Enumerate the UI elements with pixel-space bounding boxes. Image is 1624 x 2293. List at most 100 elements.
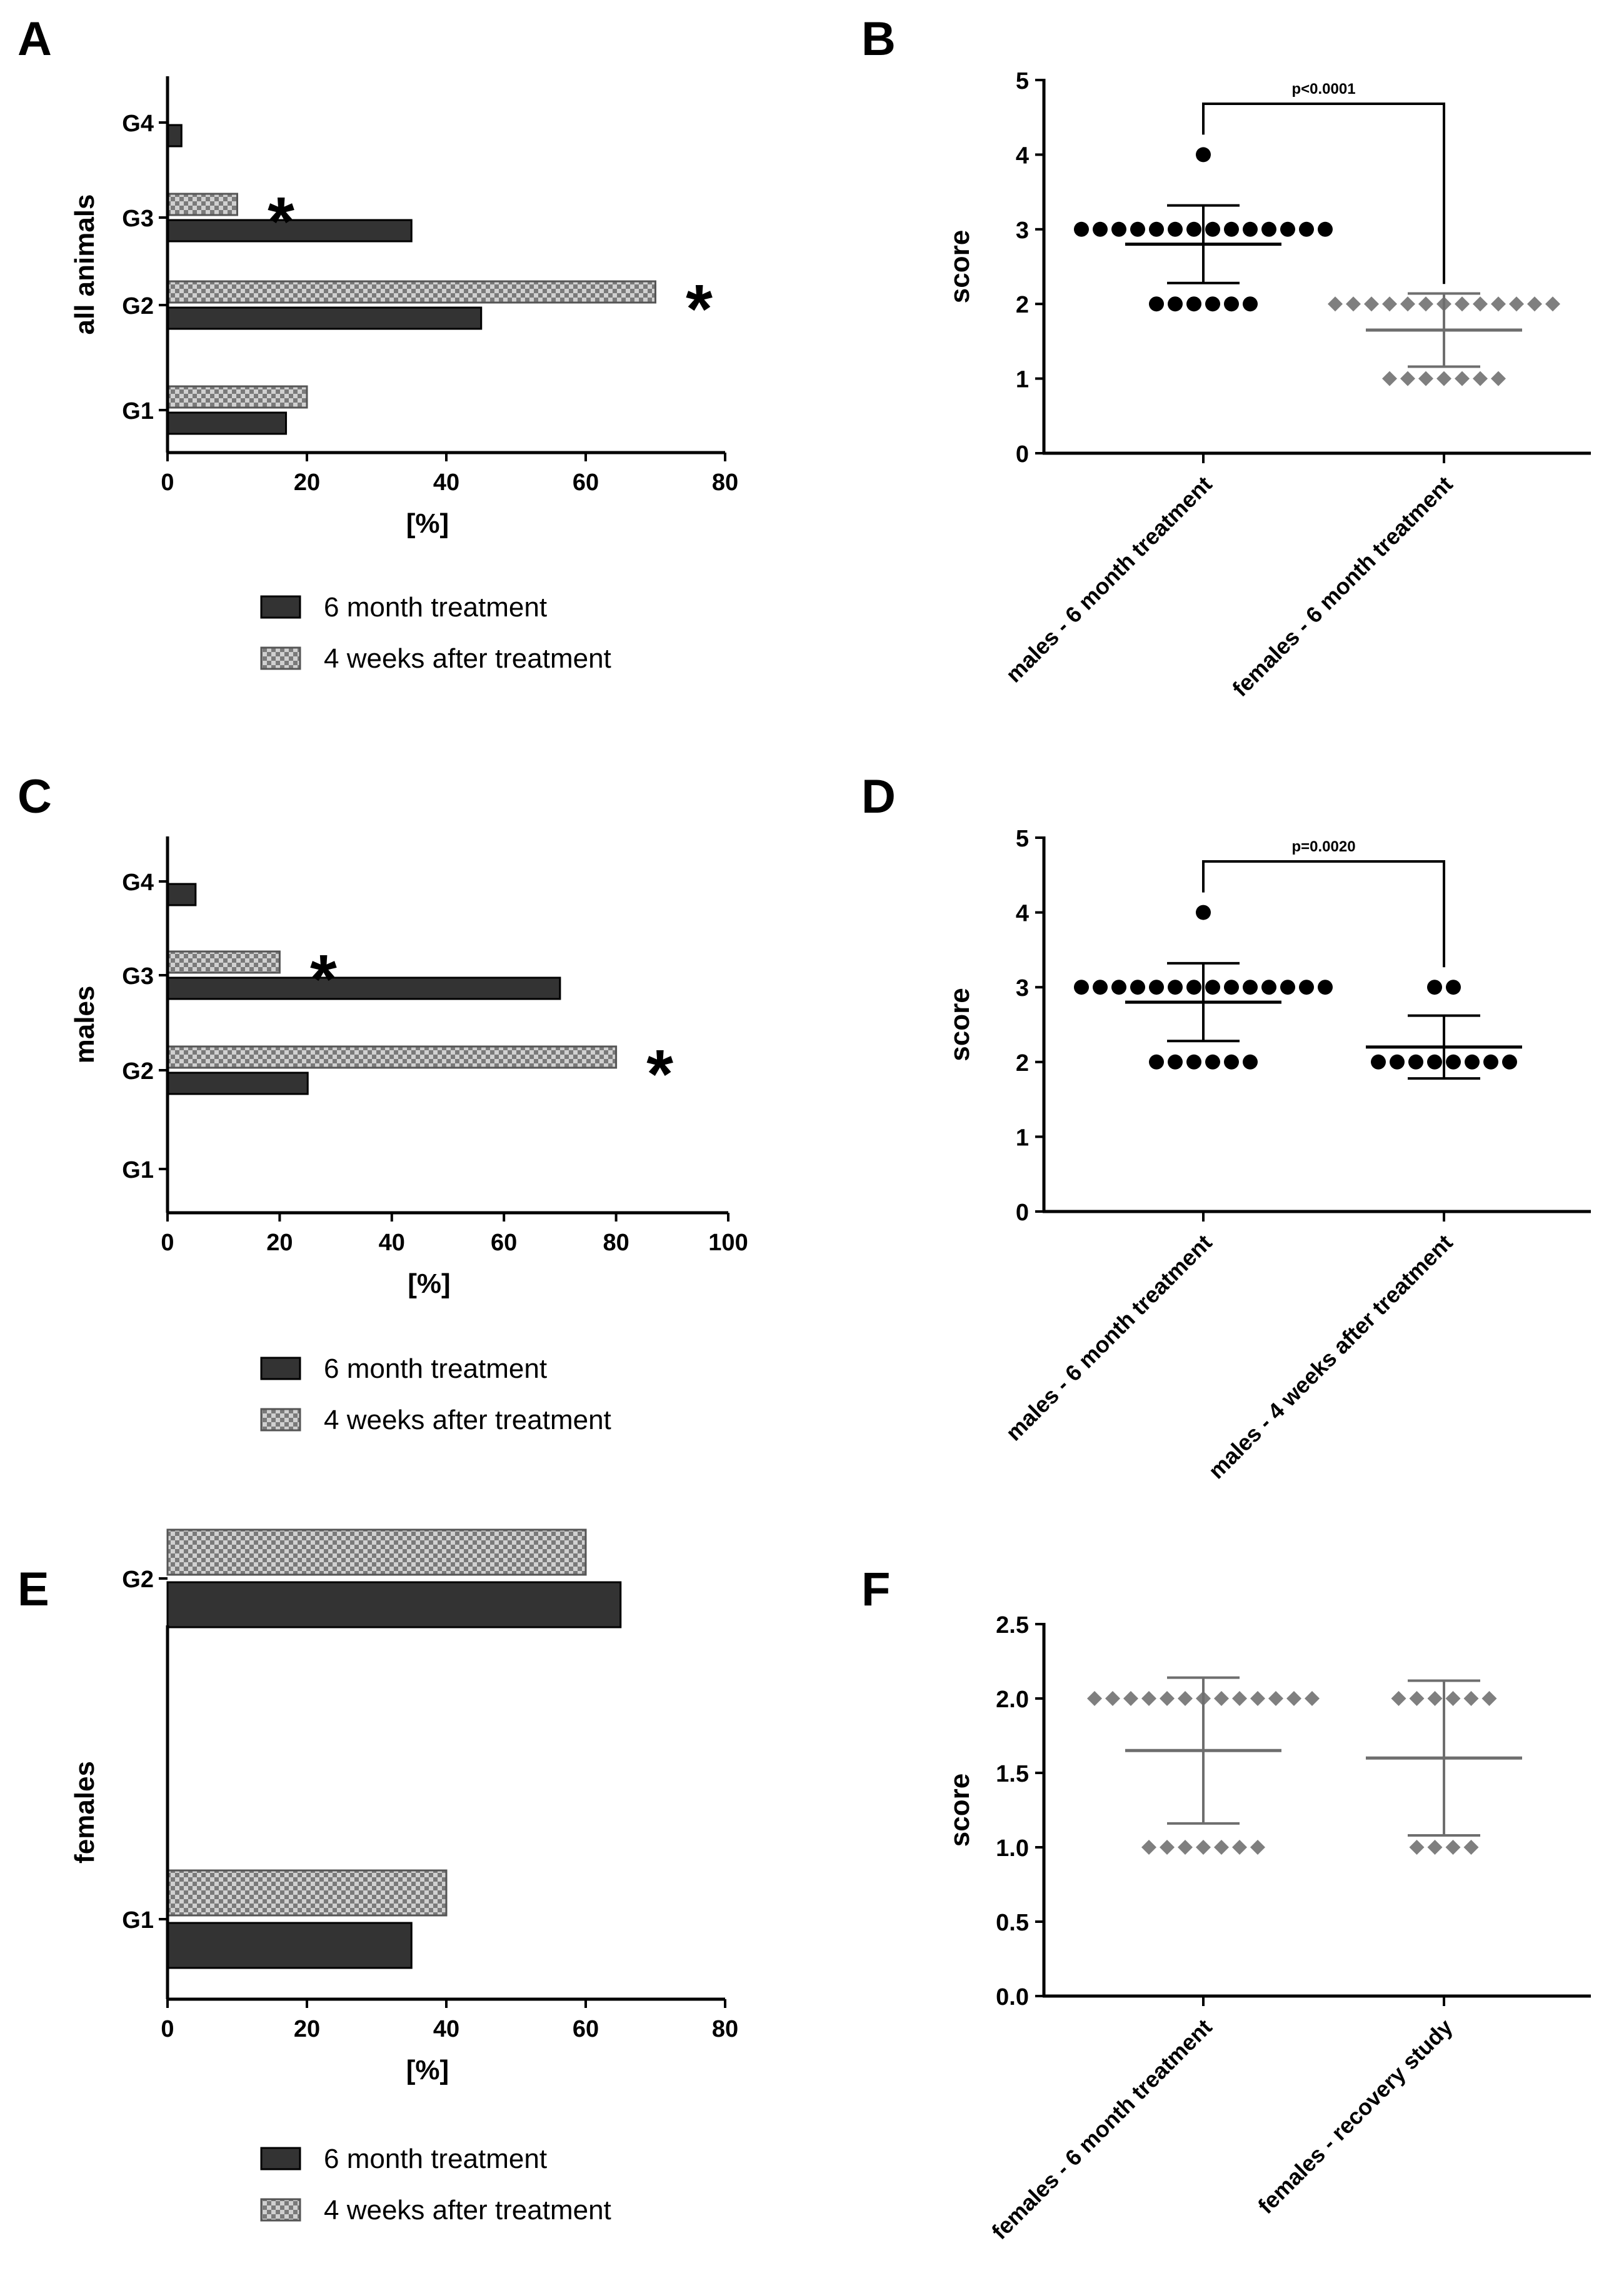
category-label: males - 6 month treatment <box>1001 1230 1217 1446</box>
data-point <box>1178 1691 1193 1706</box>
data-point <box>1491 296 1506 312</box>
x-tick-label: 0 <box>161 469 174 496</box>
data-point <box>1409 1840 1425 1855</box>
y-tick-label: 0 <box>1016 1200 1029 1226</box>
data-point <box>1427 1054 1442 1070</box>
y-axis-title: score <box>945 230 975 303</box>
bar-g1-after-treatment <box>166 1869 448 1917</box>
data-point <box>1123 1691 1138 1706</box>
data-point <box>1196 147 1211 163</box>
significance-bracket <box>1202 103 1445 284</box>
y-tick-label: 0.5 <box>996 1910 1029 1936</box>
panel-c: C G1 G2 G3 G4 * * 0 20 40 60 80 100 [%] males 6 month t… <box>18 770 748 1435</box>
data-point <box>1328 296 1343 312</box>
x-tick-label: 60 <box>573 2016 599 2042</box>
y-axis-title: females <box>69 1761 100 1864</box>
data-point <box>1268 1691 1283 1706</box>
data-point <box>1196 1840 1211 1855</box>
x-tick-label: 80 <box>603 1230 629 1256</box>
panel-b: B 0 1 2 3 4 5 score males - 6 month treatment fem… <box>861 13 1591 701</box>
bar-g3-after-treatment <box>166 950 281 974</box>
x-axis-title: [%] <box>406 2055 449 2085</box>
significance-asterisk: * <box>646 1036 673 1113</box>
data-point <box>1299 980 1314 995</box>
data-point <box>1280 980 1295 995</box>
bar-g2-treatment <box>166 306 483 330</box>
data-point <box>1224 296 1239 312</box>
data-point <box>1250 1840 1265 1855</box>
data-point <box>1214 1840 1229 1855</box>
category-label: G4 <box>122 870 154 896</box>
legend-swatch <box>260 595 301 619</box>
data-point <box>1250 1691 1265 1706</box>
data-point <box>1243 221 1258 237</box>
data-point <box>1149 296 1164 312</box>
significance-asterisk: * <box>686 271 713 348</box>
bar-g2-after-treatment <box>166 1045 618 1069</box>
category-label: males - 4 weeks after treatment <box>1203 1230 1458 1484</box>
panel-d: D 0 1 2 3 4 5 score males - 6 month treatmentmal… <box>861 770 1591 1483</box>
data-point <box>1186 221 1201 237</box>
panel-letter: F <box>861 1563 890 1616</box>
data-point <box>1418 371 1433 386</box>
x-axis-title: [%] <box>406 508 449 539</box>
x-tick-label: 20 <box>294 2016 320 2042</box>
data-point <box>1409 1691 1425 1706</box>
x-tick-label: 40 <box>379 1230 405 1256</box>
category-label: G2 <box>122 293 154 319</box>
data-point <box>1491 371 1506 386</box>
panel-letter: C <box>18 770 52 823</box>
data-point <box>1232 1691 1247 1706</box>
panel-letter: A <box>18 13 52 66</box>
data-point <box>1346 296 1361 312</box>
data-point <box>1178 1840 1193 1855</box>
data-point <box>1473 371 1488 386</box>
bar-g1-treatment <box>166 411 288 435</box>
x-tick-label: 0 <box>161 2016 174 2042</box>
data-point <box>1445 1691 1461 1706</box>
data-point <box>1205 980 1220 995</box>
data-point <box>1481 1691 1497 1706</box>
data-point <box>1382 371 1397 386</box>
data-point <box>1087 1691 1102 1706</box>
x-tick-label: 20 <box>266 1230 293 1256</box>
data-point <box>1205 221 1220 237</box>
x-axis-title: [%] <box>408 1268 450 1299</box>
x-tick-label: 100 <box>708 1230 748 1256</box>
bar-g1-treatment <box>166 1922 413 1969</box>
legend-label: 6 month treatment <box>324 592 547 623</box>
data-point <box>1280 221 1295 237</box>
data-point <box>1483 1054 1498 1070</box>
data-point <box>1224 980 1239 995</box>
y-tick-label: 2.5 <box>996 1612 1029 1638</box>
y-tick-label: 4 <box>1016 143 1029 169</box>
data-point <box>1400 371 1415 386</box>
data-point <box>1243 1054 1258 1070</box>
p-value: p<0.0001 <box>1291 81 1355 98</box>
y-tick-label: 1.0 <box>996 1835 1029 1862</box>
x-tick-label: 60 <box>573 469 599 496</box>
y-tick-label: 1.5 <box>996 1761 1029 1787</box>
data-point <box>1463 1840 1479 1855</box>
data-point <box>1160 1840 1175 1855</box>
legend-label: 4 weeks after treatment <box>324 643 611 674</box>
bar-g4-treatment <box>166 124 183 148</box>
x-tick-label: 0 <box>161 1230 174 1256</box>
data-point <box>1243 980 1258 995</box>
bar-g2-treatment <box>166 1581 622 1628</box>
data-point <box>1224 221 1239 237</box>
data-point <box>1446 980 1461 995</box>
data-point <box>1427 1691 1443 1706</box>
data-point <box>1074 980 1089 995</box>
legend-label: 6 month treatment <box>324 1353 547 1384</box>
bar-g2-after-treatment <box>166 280 656 304</box>
legend-label: 4 weeks after treatment <box>324 2195 611 2225</box>
y-axis-title: score <box>945 1774 975 1847</box>
legend: 6 month treatment 4 weeks after treatment <box>260 2144 611 2225</box>
data-point <box>1465 1054 1480 1070</box>
x-tick-label: 80 <box>712 2016 738 2042</box>
data-point <box>1400 296 1415 312</box>
data-point <box>1111 221 1126 237</box>
data-point <box>1168 221 1183 237</box>
